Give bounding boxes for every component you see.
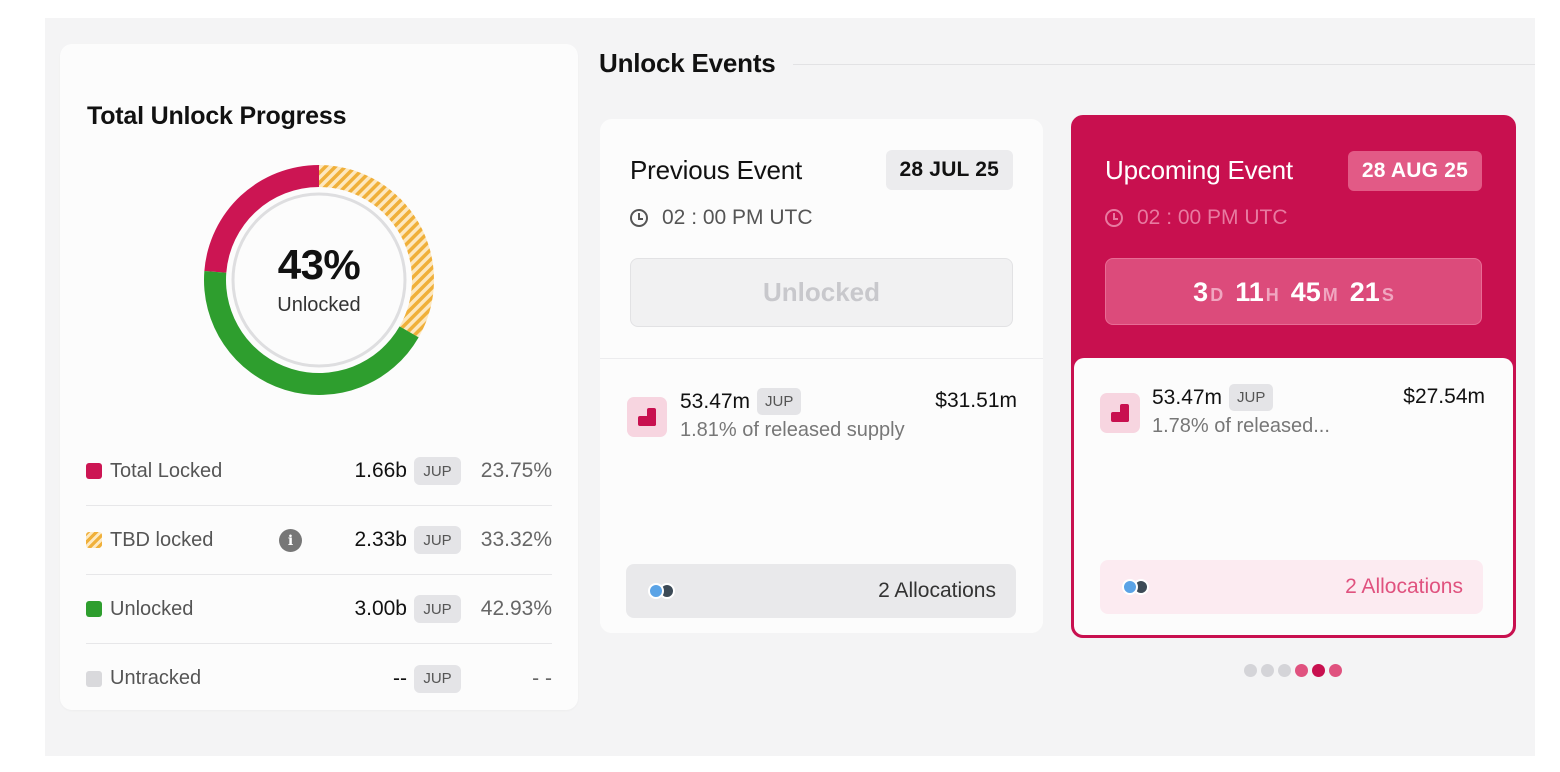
- unlocked-swatch: [86, 601, 102, 617]
- pager-dot[interactable]: [1261, 664, 1274, 677]
- legend-percent: 33.32%: [480, 528, 552, 551]
- event-date-badge: 28 JUL 25: [885, 150, 1013, 190]
- event-time: 02 : 00 PM UTC: [1105, 206, 1288, 230]
- event-time-text: 02 : 00 PM UTC: [1137, 206, 1288, 229]
- event-title: Previous Event: [630, 155, 803, 185]
- carousel-pager: [1244, 664, 1346, 677]
- countdown-hours-unit: H: [1265, 285, 1279, 305]
- donut-segment-unlocked[interactable]: [204, 270, 419, 395]
- pager-dot[interactable]: [1244, 664, 1257, 677]
- token-tag: JUP: [414, 664, 461, 693]
- pager-dot[interactable]: [1278, 664, 1291, 677]
- unlock-donut-chart: 43% Unlocked: [200, 161, 438, 399]
- legend-label: Total Locked: [110, 459, 223, 482]
- untracked-swatch: [86, 670, 102, 687]
- dashboard-canvas: Total Unlock Progress 43% Unlocked: [45, 18, 1535, 756]
- upcoming-event-card[interactable]: Upcoming Event 28 AUG 25 02 : 00 PM UTC …: [1071, 115, 1516, 638]
- legend-amount: 1.66b: [354, 459, 407, 482]
- tbd-locked-swatch: [86, 532, 102, 548]
- token-tag: JUP: [414, 595, 461, 623]
- allocations-button[interactable]: 2 Allocations: [1100, 560, 1483, 614]
- pager-dot[interactable]: [1295, 664, 1308, 677]
- unlocked-label: Unlocked: [277, 293, 361, 316]
- legend-percent: 23.75%: [480, 459, 552, 482]
- token-tag: JUP: [414, 526, 461, 554]
- event-amount-value: 53.47m: [680, 389, 751, 413]
- event-amount: 53.47m JUP: [680, 388, 802, 415]
- legend-amount: --: [393, 666, 407, 690]
- event-date-badge: 28 AUG 25: [1347, 151, 1482, 191]
- allocation-dots-icon: [1122, 579, 1152, 595]
- token-tag: JUP: [757, 388, 802, 415]
- legend-amount: 3.00b: [354, 597, 407, 620]
- event-usd-value: $27.54m: [1403, 385, 1485, 408]
- unlock-events-title: Unlock Events: [599, 48, 776, 78]
- event-header: Previous Event 28 JUL 25 02 : 00 PM UTC …: [600, 119, 1043, 359]
- event-amount: 53.47m JUP: [1152, 384, 1274, 411]
- countdown-hours: 11: [1235, 277, 1264, 307]
- jup-token-icon: [627, 397, 667, 437]
- countdown-days: 3: [1193, 277, 1209, 307]
- info-icon[interactable]: i: [279, 529, 302, 552]
- event-time: 02 : 00 PM UTC: [630, 206, 813, 230]
- donut-center: 43% Unlocked: [200, 161, 438, 399]
- total-unlock-progress-card: Total Unlock Progress 43% Unlocked: [60, 44, 578, 710]
- allocations-label: 2 Allocations: [1345, 575, 1463, 598]
- legend-label: Untracked: [110, 667, 202, 689]
- progress-title: Total Unlock Progress: [87, 102, 347, 130]
- previous-event-card[interactable]: Previous Event 28 JUL 25 02 : 00 PM UTC …: [600, 119, 1043, 633]
- pager-dot[interactable]: [1312, 664, 1325, 677]
- jup-token-icon: [1100, 393, 1140, 433]
- total-locked-swatch: [86, 463, 102, 479]
- legend-row-unlocked: Unlocked 3.00b JUP 42.93%: [86, 575, 552, 644]
- legend-amount: 2.33b: [354, 528, 407, 551]
- event-supply-percent: 1.78% of released...: [1152, 415, 1330, 437]
- event-title: Upcoming Event: [1105, 155, 1293, 185]
- allocation-dots-icon: [648, 583, 678, 599]
- donut-segment-tbd-locked[interactable]: [319, 165, 434, 338]
- legend-label: Unlocked: [110, 597, 194, 620]
- token-tag: JUP: [1229, 384, 1274, 411]
- legend-label: TBD locked: [110, 528, 214, 551]
- unlocked-status-button: Unlocked: [630, 258, 1013, 327]
- countdown-seconds-unit: S: [1381, 285, 1394, 305]
- section-divider: [793, 64, 1535, 65]
- donut-inner-ring: [231, 192, 407, 368]
- clock-icon: [630, 209, 648, 227]
- event-amount-value: 53.47m: [1152, 385, 1223, 409]
- countdown-minutes-unit: M: [1322, 285, 1338, 305]
- event-usd-value: $31.51m: [935, 389, 1017, 412]
- event-body: 53.47m JUP $31.51m 1.81% of released sup…: [600, 359, 1043, 633]
- allocations-button[interactable]: 2 Allocations: [626, 564, 1016, 618]
- allocations-label: 2 Allocations: [878, 579, 996, 602]
- event-time-text: 02 : 00 PM UTC: [662, 206, 813, 229]
- event-header: Upcoming Event 28 AUG 25 02 : 00 PM UTC …: [1074, 118, 1513, 358]
- event-supply-percent: 1.81% of released supply: [680, 419, 905, 441]
- pager-dot[interactable]: [1329, 664, 1342, 677]
- countdown-seconds: 21: [1349, 277, 1380, 307]
- token-tag: JUP: [414, 457, 461, 485]
- unlocked-percent: 43%: [277, 240, 361, 288]
- countdown-days-unit: D: [1210, 285, 1224, 305]
- legend-row-total-locked: Total Locked 1.66b JUP 23.75%: [86, 437, 552, 506]
- donut-segment-total-locked[interactable]: [204, 165, 319, 273]
- clock-icon: [1105, 209, 1123, 227]
- event-body: 53.47m JUP $27.54m 1.78% of released... …: [1074, 358, 1513, 635]
- legend-row-untracked: Untracked -- JUP - -: [86, 644, 552, 713]
- countdown-minutes: 45: [1290, 277, 1321, 307]
- legend-percent: - -: [532, 666, 552, 690]
- legend-row-tbd-locked: TBD locked i 2.33b JUP 33.32%: [86, 506, 552, 575]
- donut-svg: [204, 165, 434, 395]
- unlock-legend: Total Locked 1.66b JUP 23.75% TBD locked…: [86, 437, 552, 713]
- legend-percent: 42.93%: [480, 597, 552, 620]
